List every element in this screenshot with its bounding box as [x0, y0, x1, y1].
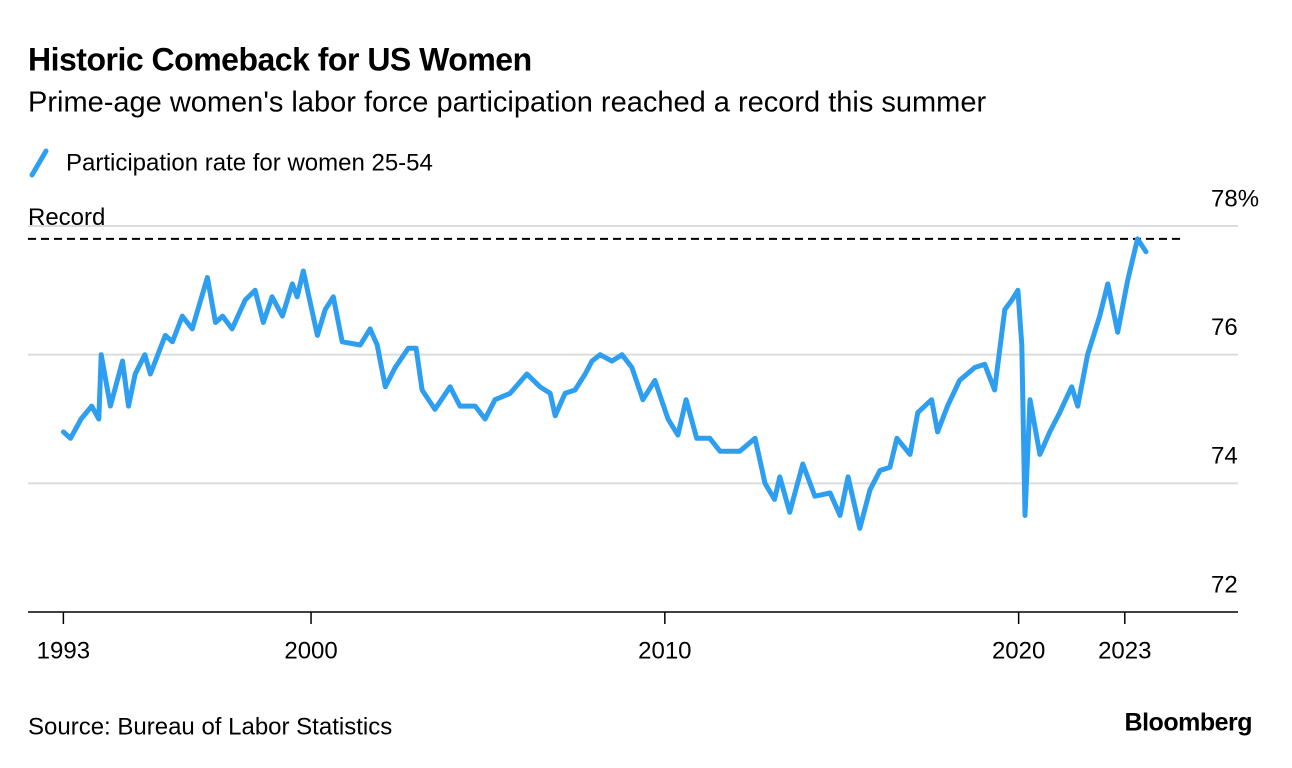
- y-tick-label: 78%: [1211, 185, 1259, 212]
- legend-label: Participation rate for women 25-54: [66, 149, 433, 176]
- legend-swatch: [29, 148, 49, 178]
- x-tick-label: 2000: [284, 637, 337, 664]
- y-tick-label: 74: [1211, 443, 1238, 470]
- brand: Bloomberg: [1125, 709, 1252, 737]
- y-tick-label: 76: [1211, 314, 1238, 341]
- x-tick-label: 2020: [992, 637, 1045, 664]
- data-line: [60, 236, 1149, 531]
- source: Source: Bureau of Labor Statistics: [28, 713, 392, 740]
- x-tick-label: 2023: [1098, 637, 1151, 664]
- x-tick-label: 2010: [638, 637, 691, 664]
- chart-title: Historic Comeback for US Women: [28, 41, 532, 77]
- x-tick-label: 1993: [37, 637, 90, 664]
- record-label: Record: [28, 204, 105, 231]
- chart-subtitle: Prime-age women's labor force participat…: [28, 87, 986, 119]
- y-tick-label: 72: [1211, 571, 1238, 598]
